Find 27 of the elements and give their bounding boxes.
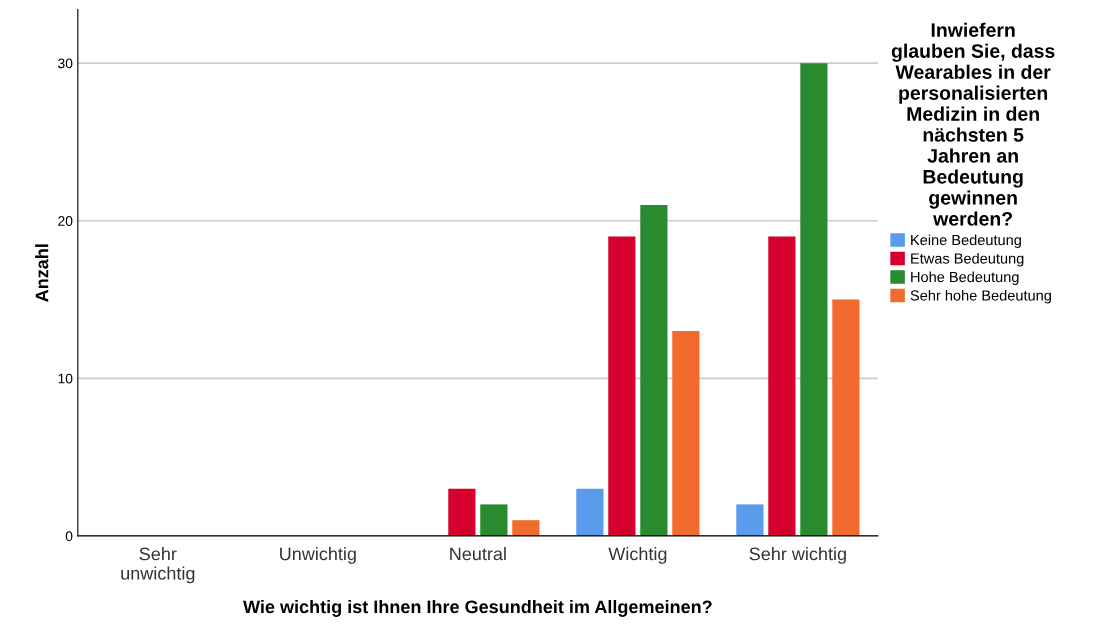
bar	[576, 488, 604, 536]
legend-label: Hohe Bedeutung	[911, 271, 1019, 286]
legend-label: Etwas Bedeutung	[911, 252, 1024, 267]
x-tick-label: Neutral	[450, 547, 506, 561]
bar	[640, 204, 668, 536]
bar	[672, 331, 700, 536]
bar	[480, 504, 508, 536]
bar	[608, 236, 636, 536]
y-axis-title: Anzahl	[35, 244, 49, 302]
x-tick-label: Sehr wichtig	[749, 547, 846, 564]
x-tick-label: Unwichtig	[280, 547, 356, 564]
y-tick-label: 20	[58, 216, 73, 226]
legend-label: Sehr hohe Bedeutung	[910, 289, 1051, 304]
x-tick-label: Wichtig	[608, 547, 667, 564]
bar	[736, 504, 764, 536]
bar	[512, 520, 540, 536]
x-axis-title: Wie wichtig ist Ihnen Ihre Gesundheit im Allgemeinen?	[243, 599, 712, 617]
bar	[448, 488, 476, 536]
text: Inwiefern glauben Sie, dass Wearables in der personalisierten Medizin in den nächsten 5 Jahren an Bedeutung gewinnen werden?	[891, 22, 1055, 226]
legend-label: Keine Bedeutung	[911, 234, 1021, 249]
y-tick-label: 10	[58, 373, 73, 384]
x-tick-label: Sehr unwichtig	[121, 547, 195, 584]
y-tick-label: 0	[65, 531, 73, 542]
bar	[832, 299, 860, 536]
y-tick-label: 30	[58, 58, 73, 69]
bar	[800, 63, 828, 536]
bar	[768, 236, 796, 536]
